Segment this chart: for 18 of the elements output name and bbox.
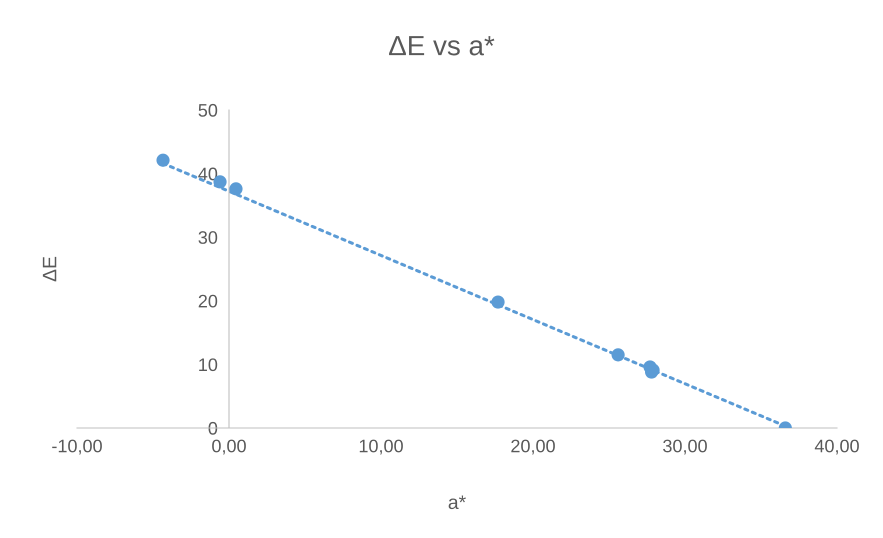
point [491, 295, 505, 309]
x-tick-label: 40,00 [814, 440, 859, 455]
point [612, 348, 625, 362]
y-tick-label: 30 [198, 231, 218, 244]
point [156, 154, 170, 167]
x-tick-label: 0,00 [212, 440, 246, 455]
y-tick-label: 20 [198, 294, 218, 308]
point [229, 182, 243, 196]
y-tick-label: 50 [198, 104, 218, 117]
y-tick-label: 40 [198, 168, 218, 180]
chart-title: ΔE vs a* [389, 36, 494, 56]
x-tick-label: 30,00 [663, 440, 707, 455]
x-tick-label: 20,00 [511, 440, 555, 455]
x-tick-label: 10,00 [360, 440, 403, 455]
y-tick-label: 10 [199, 358, 218, 372]
y-axis-title: ΔE [42, 256, 56, 282]
x-axis-title: a* [448, 496, 466, 510]
x-tick-label: -10,00 [52, 440, 102, 455]
